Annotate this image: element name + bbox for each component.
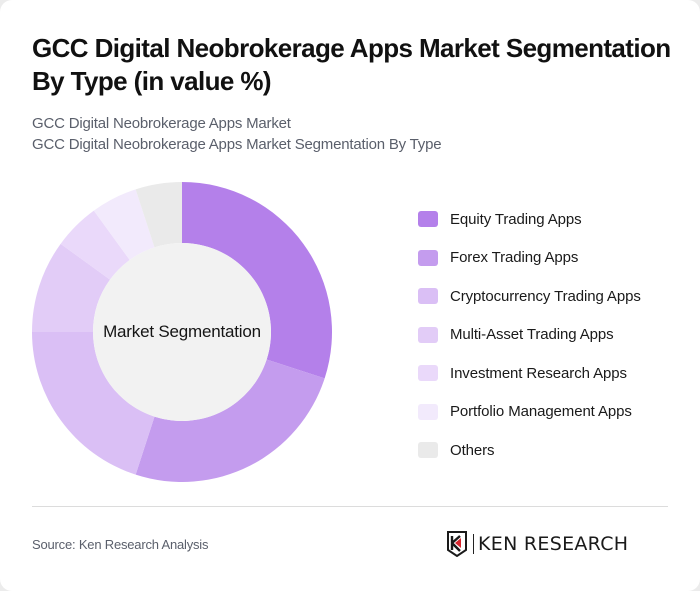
legend-item-equity[interactable]: Equity Trading Apps: [418, 207, 641, 231]
donut-slice[interactable]: [60, 210, 130, 280]
legend-item-crypto[interactable]: Cryptocurrency Trading Apps: [418, 284, 641, 308]
legend-swatch-icon: [418, 365, 438, 381]
legend-swatch-icon: [418, 326, 438, 343]
legend: Equity Trading Apps Forex Trading Apps C…: [418, 207, 641, 477]
subtitle-market: GCC Digital Neobrokerage Apps Market: [32, 115, 291, 132]
legend-label: Others: [450, 441, 495, 459]
legend-label: Multi-Asset Trading Apps: [450, 326, 614, 343]
ken-research-shield-icon: [447, 531, 467, 557]
legend-label: Equity Trading Apps: [450, 210, 582, 228]
legend-item-forex[interactable]: Forex Trading Apps: [418, 246, 641, 270]
legend-swatch-icon: [418, 442, 438, 458]
donut-slice[interactable]: [135, 359, 325, 482]
donut-slice[interactable]: [32, 332, 155, 475]
donut-hole: [93, 243, 271, 421]
legend-item-others[interactable]: Others: [418, 438, 641, 462]
chart-subtitle: GCC Digital Neobrokerage Apps Market GCC…: [32, 113, 442, 155]
source-note: Source: Ken Research Analysis: [32, 537, 209, 552]
donut-chart: Market Segmentation: [32, 182, 332, 482]
legend-item-investment-research[interactable]: Investment Research Apps: [418, 361, 641, 385]
donut-slice[interactable]: [182, 182, 332, 379]
legend-label: Cryptocurrency Trading Apps: [450, 287, 641, 305]
ken-research-logo: KEN RESEARCH: [446, 530, 628, 558]
legend-swatch-icon: [418, 211, 438, 227]
donut-slice[interactable]: [135, 182, 182, 248]
donut-slice[interactable]: [93, 189, 155, 260]
legend-label: Forex Trading Apps: [450, 249, 579, 266]
donut-svg: [32, 182, 332, 482]
legend-swatch-icon: [418, 288, 438, 304]
chart-title: GCC Digital Neobrokerage Apps Market Seg…: [32, 33, 671, 96]
footer-divider: [32, 506, 668, 507]
legend-swatch-icon: [418, 403, 438, 420]
donut-slice[interactable]: [32, 243, 110, 332]
logo-separator: [473, 534, 474, 554]
legend-label: Investment Research Apps: [450, 364, 627, 382]
legend-swatch-icon: [418, 249, 438, 266]
legend-label: Portfolio Management Apps: [450, 403, 632, 420]
logo-wordmark: KEN RESEARCH: [478, 533, 629, 555]
subtitle-segmentation: GCC Digital Neobrokerage Apps Market Seg…: [32, 136, 442, 153]
legend-item-portfolio-management[interactable]: Portfolio Management Apps: [418, 400, 641, 424]
legend-item-multi-asset[interactable]: Multi-Asset Trading Apps: [418, 323, 641, 347]
